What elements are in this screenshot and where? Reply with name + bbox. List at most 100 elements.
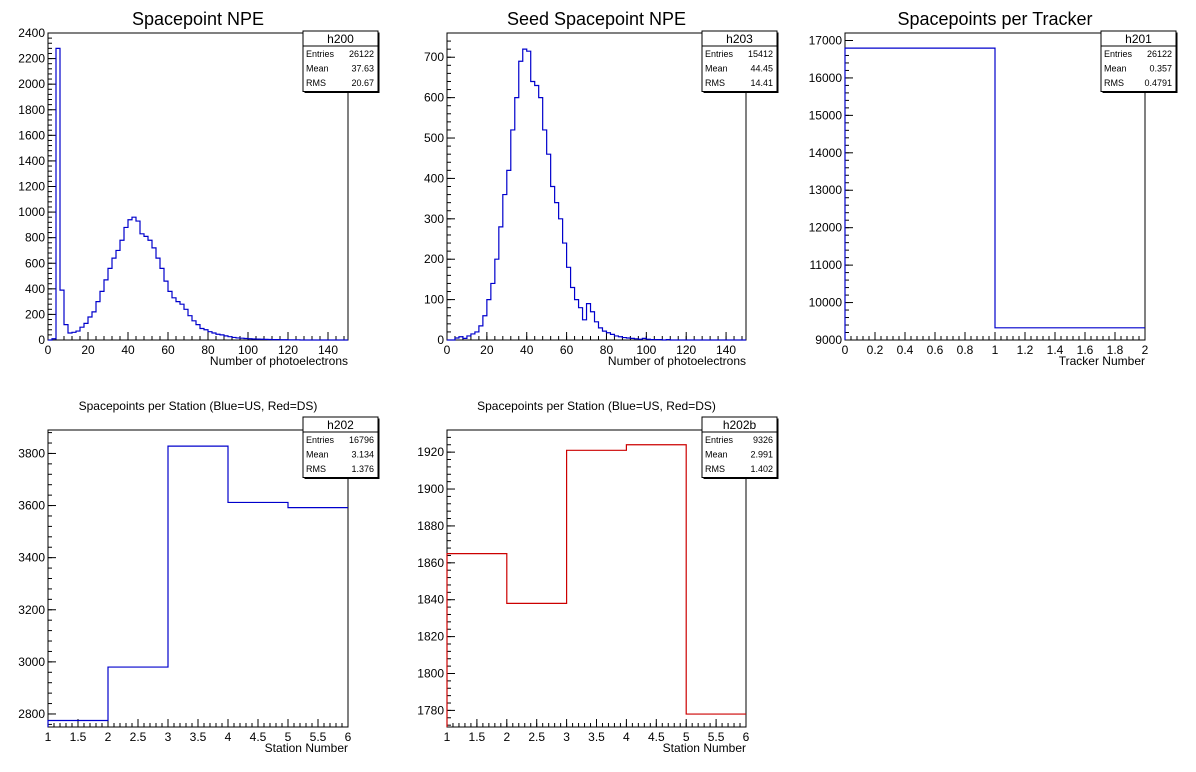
chart-title: Spacepoints per Station (Blue=US, Red=DS… bbox=[477, 399, 716, 413]
stats-value: 14.41 bbox=[750, 78, 773, 88]
stats-value: 44.45 bbox=[750, 64, 773, 74]
stats-box bbox=[302, 30, 379, 92]
x-tick-label: 1.8 bbox=[1107, 343, 1124, 357]
x-tick-label: 1.5 bbox=[469, 730, 486, 744]
y-tick-label: 0 bbox=[38, 333, 45, 347]
stats-value: 26122 bbox=[1147, 49, 1172, 59]
x-tick-label: 1 bbox=[45, 730, 52, 744]
histogram-series bbox=[446, 444, 746, 727]
stats-label: Entries bbox=[705, 435, 734, 445]
stats-label: RMS bbox=[705, 78, 725, 88]
stats-value: 16796 bbox=[349, 435, 374, 445]
y-tick-label: 700 bbox=[424, 50, 444, 64]
y-tick-label: 200 bbox=[424, 252, 444, 266]
x-tick-label: 40 bbox=[520, 343, 534, 357]
x-tick-label: 5.5 bbox=[310, 730, 327, 744]
y-tick-label: 2000 bbox=[18, 77, 45, 91]
plot-frame bbox=[446, 429, 747, 728]
y-tick-label: 17000 bbox=[809, 33, 843, 47]
y-tick-label: 0 bbox=[437, 333, 444, 347]
histogram-pad-4: Spacepoints per Station (Blue=US, Red=DS… bbox=[18, 399, 380, 755]
y-tick-label: 1900 bbox=[417, 482, 444, 496]
stats-label: Mean bbox=[306, 450, 329, 460]
x-tick-label: 0 bbox=[444, 343, 451, 357]
y-tick-label: 2200 bbox=[18, 52, 45, 66]
stats-label: RMS bbox=[306, 78, 326, 88]
y-tick-label: 400 bbox=[424, 171, 444, 185]
stats-title: h203 bbox=[726, 32, 753, 46]
y-tick-label: 10000 bbox=[809, 296, 843, 310]
stats-label: RMS bbox=[306, 464, 326, 474]
histogram-series bbox=[844, 47, 1145, 340]
y-tick-label: 600 bbox=[25, 256, 45, 270]
y-tick-label: 1400 bbox=[18, 154, 45, 168]
x-tick-label: 80 bbox=[600, 343, 614, 357]
x-tick-label: 140 bbox=[716, 343, 736, 357]
y-tick-label: 100 bbox=[424, 293, 444, 307]
y-tick-label: 13000 bbox=[809, 183, 843, 197]
stats-value: 2.991 bbox=[750, 450, 773, 460]
x-tick-label: 120 bbox=[676, 343, 696, 357]
x-tick-label: 1 bbox=[444, 730, 451, 744]
y-tick-label: 14000 bbox=[809, 146, 843, 160]
x-tick-label: 3 bbox=[563, 730, 570, 744]
stats-value: 37.63 bbox=[351, 64, 374, 74]
stats-label: RMS bbox=[1104, 78, 1124, 88]
y-tick-label: 9000 bbox=[815, 333, 842, 347]
x-tick-label: 2 bbox=[1142, 343, 1149, 357]
x-tick-label: 1.5 bbox=[70, 730, 87, 744]
y-tick-label: 3000 bbox=[18, 655, 45, 669]
y-tick-label: 3200 bbox=[18, 603, 45, 617]
x-tick-label: 40 bbox=[121, 343, 135, 357]
y-tick-label: 1860 bbox=[417, 556, 444, 570]
y-tick-label: 1600 bbox=[18, 128, 45, 142]
x-tick-label: 2.5 bbox=[130, 730, 147, 744]
stats-box bbox=[302, 416, 379, 478]
histogram-series bbox=[48, 47, 348, 341]
x-tick-label: 5 bbox=[683, 730, 690, 744]
stats-label: Entries bbox=[306, 435, 335, 445]
x-axis-label: Station Number bbox=[663, 741, 746, 755]
stats-value: 15412 bbox=[748, 49, 773, 59]
y-tick-label: 1780 bbox=[417, 703, 444, 717]
plot-frame bbox=[446, 32, 747, 341]
x-tick-label: 5 bbox=[285, 730, 292, 744]
x-tick-label: 20 bbox=[480, 343, 494, 357]
x-tick-label: 100 bbox=[636, 343, 656, 357]
y-tick-label: 3800 bbox=[18, 446, 45, 460]
y-tick-label: 1000 bbox=[18, 205, 45, 219]
x-tick-label: 120 bbox=[278, 343, 298, 357]
chart-title: Spacepoints per Station (Blue=US, Red=DS… bbox=[79, 399, 318, 413]
x-tick-label: 3.5 bbox=[190, 730, 207, 744]
stats-title: h202b bbox=[723, 418, 757, 432]
x-tick-label: 1 bbox=[992, 343, 999, 357]
x-tick-label: 80 bbox=[201, 343, 215, 357]
y-tick-label: 2800 bbox=[18, 707, 45, 721]
x-tick-label: 4.5 bbox=[648, 730, 665, 744]
x-tick-label: 60 bbox=[560, 343, 574, 357]
x-axis-label: Number of photoelectrons bbox=[608, 354, 746, 368]
y-tick-label: 1840 bbox=[417, 593, 444, 607]
y-tick-label: 16000 bbox=[809, 71, 843, 85]
y-tick-label: 1200 bbox=[18, 180, 45, 194]
x-tick-label: 100 bbox=[238, 343, 258, 357]
x-tick-label: 6 bbox=[345, 730, 352, 744]
x-axis-label: Number of photoelectrons bbox=[210, 354, 348, 368]
x-tick-label: 1.4 bbox=[1047, 343, 1064, 357]
x-tick-label: 140 bbox=[318, 343, 338, 357]
y-tick-label: 1920 bbox=[417, 445, 444, 459]
y-tick-label: 200 bbox=[25, 307, 45, 321]
x-tick-label: 20 bbox=[81, 343, 95, 357]
stats-value: 20.67 bbox=[351, 78, 374, 88]
x-tick-label: 0.8 bbox=[957, 343, 974, 357]
x-tick-label: 3.5 bbox=[588, 730, 605, 744]
x-tick-label: 60 bbox=[161, 343, 175, 357]
stats-label: Entries bbox=[705, 49, 734, 59]
x-tick-label: 4 bbox=[623, 730, 630, 744]
y-tick-label: 3600 bbox=[18, 499, 45, 513]
stats-label: Entries bbox=[1104, 49, 1133, 59]
stats-value: 1.402 bbox=[750, 464, 773, 474]
histogram-pad-3: Spacepoints per Tracker 0 0.2 0.4 0.6 0.8 1 1.2… bbox=[809, 9, 1178, 368]
x-tick-label: 1.2 bbox=[1017, 343, 1034, 357]
y-tick-label: 800 bbox=[25, 231, 45, 245]
